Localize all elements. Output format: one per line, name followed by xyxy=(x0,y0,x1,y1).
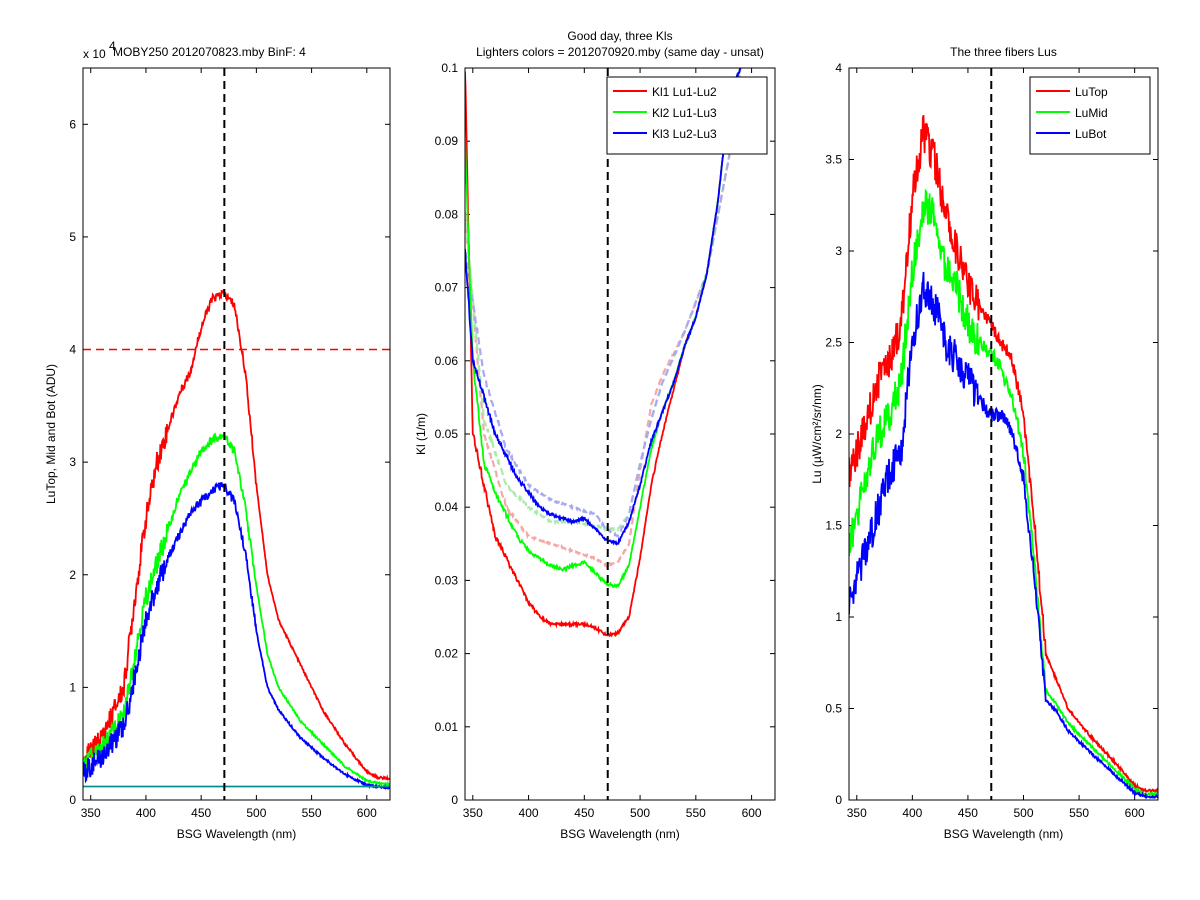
x-tick-label: 400 xyxy=(136,806,156,820)
chart-title: MOBY250 2012070823.mby BinF: 4 xyxy=(113,45,306,59)
series-lubot xyxy=(849,271,1158,800)
y-exponent-label: x 10 xyxy=(83,47,106,61)
x-tick-label: 350 xyxy=(81,806,101,820)
legend-entry: Kl1 Lu1-Lu2 xyxy=(652,85,717,99)
y-tick-label: 3.5 xyxy=(825,153,842,167)
legend-entry: LuTop xyxy=(1075,85,1108,99)
series-line xyxy=(83,481,390,790)
y-tick-label: 0.09 xyxy=(435,134,459,148)
y-tick-label: 0.07 xyxy=(435,281,459,295)
legend: LuTop LuMid LuBot xyxy=(1029,76,1151,155)
x-tick-label: 550 xyxy=(1069,806,1089,820)
y-tick-label: 0 xyxy=(451,793,458,807)
legend-entry: Kl2 Lu1-Lu3 xyxy=(652,106,717,120)
series-group xyxy=(465,68,742,800)
x-tick-label: 400 xyxy=(902,806,922,820)
y-tick-label: 2 xyxy=(69,568,76,582)
y-tick-label: 0.1 xyxy=(441,61,458,75)
y-tick-label: 1 xyxy=(69,680,76,694)
y-tick-label: 0 xyxy=(69,793,76,807)
legend: Kl1 Lu1-Lu2 Kl2 Lu1-Lu3 Kl3 Lu2-Lu3 xyxy=(606,76,768,155)
y-tick-label: 3 xyxy=(69,455,76,469)
x-axis-label: BSG Wavelength (nm) xyxy=(944,827,1064,841)
series-group xyxy=(83,68,390,800)
y-tick-label: 4 xyxy=(835,61,842,75)
x-tick-label: 450 xyxy=(958,806,978,820)
y-tick-label: 0.05 xyxy=(435,427,459,441)
y-tick-label: 0 xyxy=(835,793,842,807)
chart-title: The three fibers Lus xyxy=(950,45,1057,59)
x-tick-label: 500 xyxy=(1013,806,1033,820)
x-axis-label: BSG Wavelength (nm) xyxy=(177,827,297,841)
series-lumid xyxy=(849,188,1158,799)
y-tick-label: 5 xyxy=(69,230,76,244)
x-tick-label: 450 xyxy=(574,806,594,820)
y-axis-label: Kl (1/m) xyxy=(414,413,428,455)
axes-box xyxy=(82,67,391,801)
x-tick-label: 500 xyxy=(246,806,266,820)
legend-entry: LuMid xyxy=(1075,106,1108,120)
chart-title: Good day, three Kls xyxy=(567,29,672,43)
y-exponent-power: 4 xyxy=(109,39,116,53)
series-line xyxy=(83,289,390,781)
x-tick-label: 550 xyxy=(302,806,322,820)
series-line xyxy=(465,68,742,538)
series-line xyxy=(83,432,390,787)
y-tick-label: 6 xyxy=(69,117,76,131)
axis-ticks: 350 400 450 500 550 600 0 0.5 1 1.5 2 2.5 3 3.5 4 xyxy=(825,61,1158,820)
x-tick-label: 600 xyxy=(742,806,762,820)
y-axis-label: Lu (µW/cm²/sr/nm) xyxy=(810,384,824,484)
x-axis-label: BSG Wavelength (nm) xyxy=(560,827,680,841)
y-tick-label: 4 xyxy=(69,343,76,357)
y-tick-label: 3 xyxy=(835,244,842,258)
series-lutop xyxy=(849,114,1158,795)
axes-box xyxy=(848,67,1159,801)
y-tick-label: 0.06 xyxy=(435,354,459,368)
x-tick-label: 500 xyxy=(630,806,650,820)
series-kl3-lu2-lu3 xyxy=(465,68,742,546)
chart-subtitle: Lighters colors = 2012070920.mby (same d… xyxy=(476,45,764,59)
x-tick-label: 350 xyxy=(463,806,483,820)
y-tick-label: 0.5 xyxy=(825,702,842,716)
y-tick-label: 2.5 xyxy=(825,336,842,350)
y-tick-label: 1.5 xyxy=(825,519,842,533)
legend-box xyxy=(606,76,768,155)
x-tick-label: 350 xyxy=(847,806,867,820)
legend-entry: Kl3 Lu2-Lu3 xyxy=(652,127,717,141)
y-tick-label: 2 xyxy=(835,427,842,441)
axes-box xyxy=(464,67,776,801)
y-tick-label: 1 xyxy=(835,610,842,624)
x-tick-label: 400 xyxy=(519,806,539,820)
chart-panel-2: 350 400 450 500 550 600 0 0.01 0.02 0.03 0.04 0.05 0… xyxy=(414,29,776,841)
y-axis-label: LuTop, Mid and Bot (ADU) xyxy=(44,364,58,504)
legend-entry: LuBot xyxy=(1075,127,1107,141)
x-tick-label: 550 xyxy=(686,806,706,820)
legend-box xyxy=(1029,76,1151,155)
y-tick-label: 0.04 xyxy=(435,500,459,514)
y-tick-label: 0.08 xyxy=(435,207,459,221)
chart-panel-1: 350 400 450 500 550 600 0 1 2 3 4 5 6 MOBY250 2012070… xyxy=(44,39,391,841)
x-tick-label: 600 xyxy=(357,806,377,820)
y-tick-label: 0.03 xyxy=(435,573,459,587)
x-tick-label: 450 xyxy=(191,806,211,820)
chart-panel-3: 350 400 450 500 550 600 0 0.5 1 1.5 2 2.5 3 3.5 4 The t… xyxy=(810,45,1159,841)
y-tick-label: 0.02 xyxy=(435,647,459,661)
x-tick-label: 600 xyxy=(1125,806,1145,820)
axis-ticks: 350 400 450 500 550 600 0 0.01 0.02 0.03 0.04 0.05 0… xyxy=(435,61,775,820)
series-group xyxy=(849,68,1158,800)
y-tick-label: 0.01 xyxy=(435,720,459,734)
